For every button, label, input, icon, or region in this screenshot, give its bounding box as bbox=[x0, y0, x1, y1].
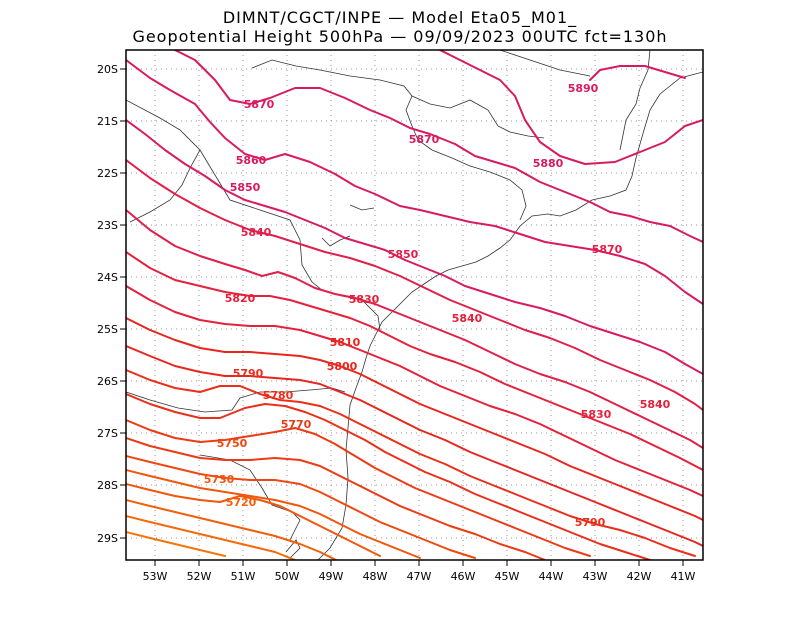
contour-5880 bbox=[439, 50, 703, 165]
contour-label: 5880 bbox=[533, 157, 564, 170]
contour-label: 5750 bbox=[217, 437, 248, 450]
contour-label: 5840 bbox=[452, 312, 483, 325]
contour-label: 5840 bbox=[640, 398, 671, 411]
contour-label: 5840 bbox=[241, 226, 272, 239]
lat-tick-label: 24S bbox=[97, 271, 118, 284]
lon-tick-label: 41W bbox=[671, 570, 696, 583]
contour-label: 5890 bbox=[568, 82, 599, 95]
contour-5840 bbox=[126, 209, 703, 449]
contour-5720 bbox=[126, 499, 337, 560]
contour-5890 bbox=[589, 65, 686, 81]
lat-tick-label: 29S bbox=[97, 532, 118, 545]
contour-5730 bbox=[126, 483, 381, 557]
contour-5740 bbox=[126, 469, 421, 559]
contour-label: 5870 bbox=[409, 133, 440, 146]
height-contours bbox=[126, 50, 703, 560]
contour-5870b bbox=[126, 59, 703, 305]
contour-5710 bbox=[126, 515, 296, 560]
lat-tick-label: 26S bbox=[97, 375, 118, 388]
lon-tick-label: 51W bbox=[231, 570, 256, 583]
lon-tick-label: 53W bbox=[143, 570, 168, 583]
map-frame bbox=[125, 49, 704, 561]
contour-5700 bbox=[126, 531, 226, 557]
contour-label: 5790 bbox=[233, 367, 264, 380]
lat-tick-label: 22S bbox=[97, 167, 118, 180]
lon-tick-label: 52W bbox=[187, 570, 212, 583]
contour-label: 5820 bbox=[225, 292, 256, 305]
chart-title-line1: DIMNT/CGCT/INPE — Model Eta05_M01_ bbox=[222, 8, 578, 27]
contour-label: 5850 bbox=[388, 248, 419, 261]
coastline-borders bbox=[126, 50, 703, 560]
longitude-axis: 53W 52W 51W 50W 49W 48W 47W 46W 45W 44W … bbox=[143, 560, 696, 583]
lon-tick-label: 45W bbox=[495, 570, 520, 583]
contour-label: 5870 bbox=[592, 243, 623, 256]
contour-label: 5790 bbox=[575, 516, 606, 529]
lon-tick-label: 43W bbox=[583, 570, 608, 583]
contour-label: 5870 bbox=[244, 98, 275, 111]
contour-5790 bbox=[126, 369, 696, 557]
contour-label: 5830 bbox=[349, 293, 380, 306]
contour-label: 5830 bbox=[581, 408, 612, 421]
lat-tick-label: 20S bbox=[97, 63, 118, 76]
contour-5860 bbox=[126, 119, 703, 375]
contour-5830 bbox=[126, 251, 703, 471]
contour-label: 5720 bbox=[226, 496, 257, 509]
contour-5750 bbox=[126, 455, 476, 559]
lat-tick-label: 23S bbox=[97, 219, 118, 232]
contour-5820 bbox=[126, 285, 703, 497]
latitude-axis: 20S 21S 22S 23S 24S 25S 26S 27S 28S 29S bbox=[97, 63, 126, 545]
contour-label: 5860 bbox=[236, 154, 267, 167]
contour-labels: 5870 5870 5890 5860 5880 5850 5840 5850 … bbox=[204, 82, 671, 529]
contour-label: 5780 bbox=[263, 389, 294, 402]
contour-5810 bbox=[126, 317, 703, 521]
contour-label: 5810 bbox=[330, 336, 361, 349]
contour-label: 5800 bbox=[327, 360, 358, 373]
lon-tick-label: 47W bbox=[407, 570, 432, 583]
contour-5770 bbox=[126, 419, 591, 557]
chart-title-line2: Geopotential Height 500hPa — 09/09/2023 … bbox=[132, 27, 668, 46]
lat-tick-label: 25S bbox=[97, 323, 118, 336]
lon-tick-label: 44W bbox=[539, 570, 564, 583]
contour-label: 5770 bbox=[281, 418, 312, 431]
contour-5780 bbox=[126, 393, 651, 560]
contour-label: 5850 bbox=[230, 181, 261, 194]
contour-5870 bbox=[174, 50, 703, 243]
contour-5800 bbox=[126, 345, 703, 547]
lon-tick-label: 42W bbox=[627, 570, 652, 583]
lon-tick-label: 50W bbox=[275, 570, 300, 583]
contour-5850 bbox=[126, 159, 703, 411]
lat-tick-label: 21S bbox=[97, 115, 118, 128]
lat-tick-label: 28S bbox=[97, 479, 118, 492]
lon-tick-label: 46W bbox=[451, 570, 476, 583]
lon-tick-label: 49W bbox=[319, 570, 344, 583]
contour-label: 5730 bbox=[204, 473, 235, 486]
contour-5760 bbox=[126, 437, 546, 560]
lon-tick-label: 48W bbox=[363, 570, 388, 583]
lat-tick-label: 27S bbox=[97, 427, 118, 440]
